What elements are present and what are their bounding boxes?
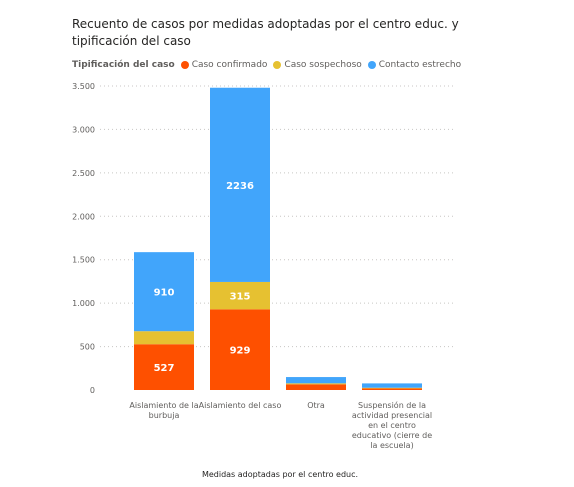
bar-segment[interactable] bbox=[134, 331, 194, 345]
y-tick-label: 2.000 bbox=[72, 212, 95, 221]
legend-swatch-caso-confirmado bbox=[180, 61, 189, 69]
bar-segment[interactable] bbox=[362, 383, 422, 388]
y-tick-label: 0 bbox=[90, 386, 95, 395]
data-label: 527 bbox=[154, 363, 175, 374]
y-tick-label: 500 bbox=[80, 343, 95, 352]
chart-title: Recuento de casos por medidas adoptadas … bbox=[72, 17, 459, 48]
bar-segment[interactable] bbox=[134, 252, 194, 332]
legend-label-contacto-estrecho: Contacto estrecho bbox=[378, 60, 462, 70]
bar-segment[interactable] bbox=[210, 87, 270, 282]
legend-label-caso-confirmado: Caso confirmado bbox=[191, 60, 268, 70]
x-tick-label: Aislamiento del caso bbox=[198, 401, 282, 410]
x-tick-label: Aislamiento de la burbuja bbox=[129, 401, 199, 420]
data-label: 315 bbox=[230, 292, 251, 303]
y-tick-label: 3.500 bbox=[72, 82, 95, 91]
legend-swatch-contacto-estrecho bbox=[367, 61, 376, 69]
bar-segment[interactable] bbox=[362, 388, 422, 390]
bar-segment[interactable] bbox=[286, 377, 346, 384]
legend-item-caso-confirmado[interactable]: Caso confirmado bbox=[180, 60, 268, 70]
legend-item-caso-sospechoso[interactable]: Caso sospechoso bbox=[273, 60, 362, 70]
x-tick-label: Suspensión de la actividad presencial en… bbox=[351, 401, 433, 450]
data-label: 910 bbox=[154, 288, 175, 299]
bar-segment[interactable] bbox=[286, 383, 346, 385]
legend: Tipificación del caso Caso confirmado Ca… bbox=[72, 58, 467, 72]
legend-title: Tipificación del caso bbox=[72, 60, 175, 70]
legend-swatch-caso-sospechoso bbox=[273, 61, 282, 69]
y-tick-label: 2.500 bbox=[72, 169, 95, 178]
y-tick-label: 3.000 bbox=[72, 125, 95, 134]
bar-segment[interactable] bbox=[210, 309, 270, 390]
y-tick-label: 1.500 bbox=[72, 256, 95, 265]
bar-segment[interactable] bbox=[286, 384, 346, 390]
legend-label-caso-sospechoso: Caso sospechoso bbox=[284, 60, 362, 70]
y-tick-label: 1.000 bbox=[72, 299, 95, 308]
x-tick-label: Otra bbox=[307, 401, 325, 410]
bar-segment[interactable] bbox=[210, 281, 270, 310]
legend-item-contacto-estrecho[interactable]: Contacto estrecho bbox=[367, 60, 462, 70]
data-label: 2236 bbox=[226, 181, 254, 192]
bar-segment[interactable] bbox=[134, 344, 194, 390]
x-axis-title: Medidas adoptadas por el centro educ. bbox=[201, 470, 359, 479]
bar-segment[interactable] bbox=[362, 387, 422, 389]
data-label: 929 bbox=[230, 346, 251, 357]
